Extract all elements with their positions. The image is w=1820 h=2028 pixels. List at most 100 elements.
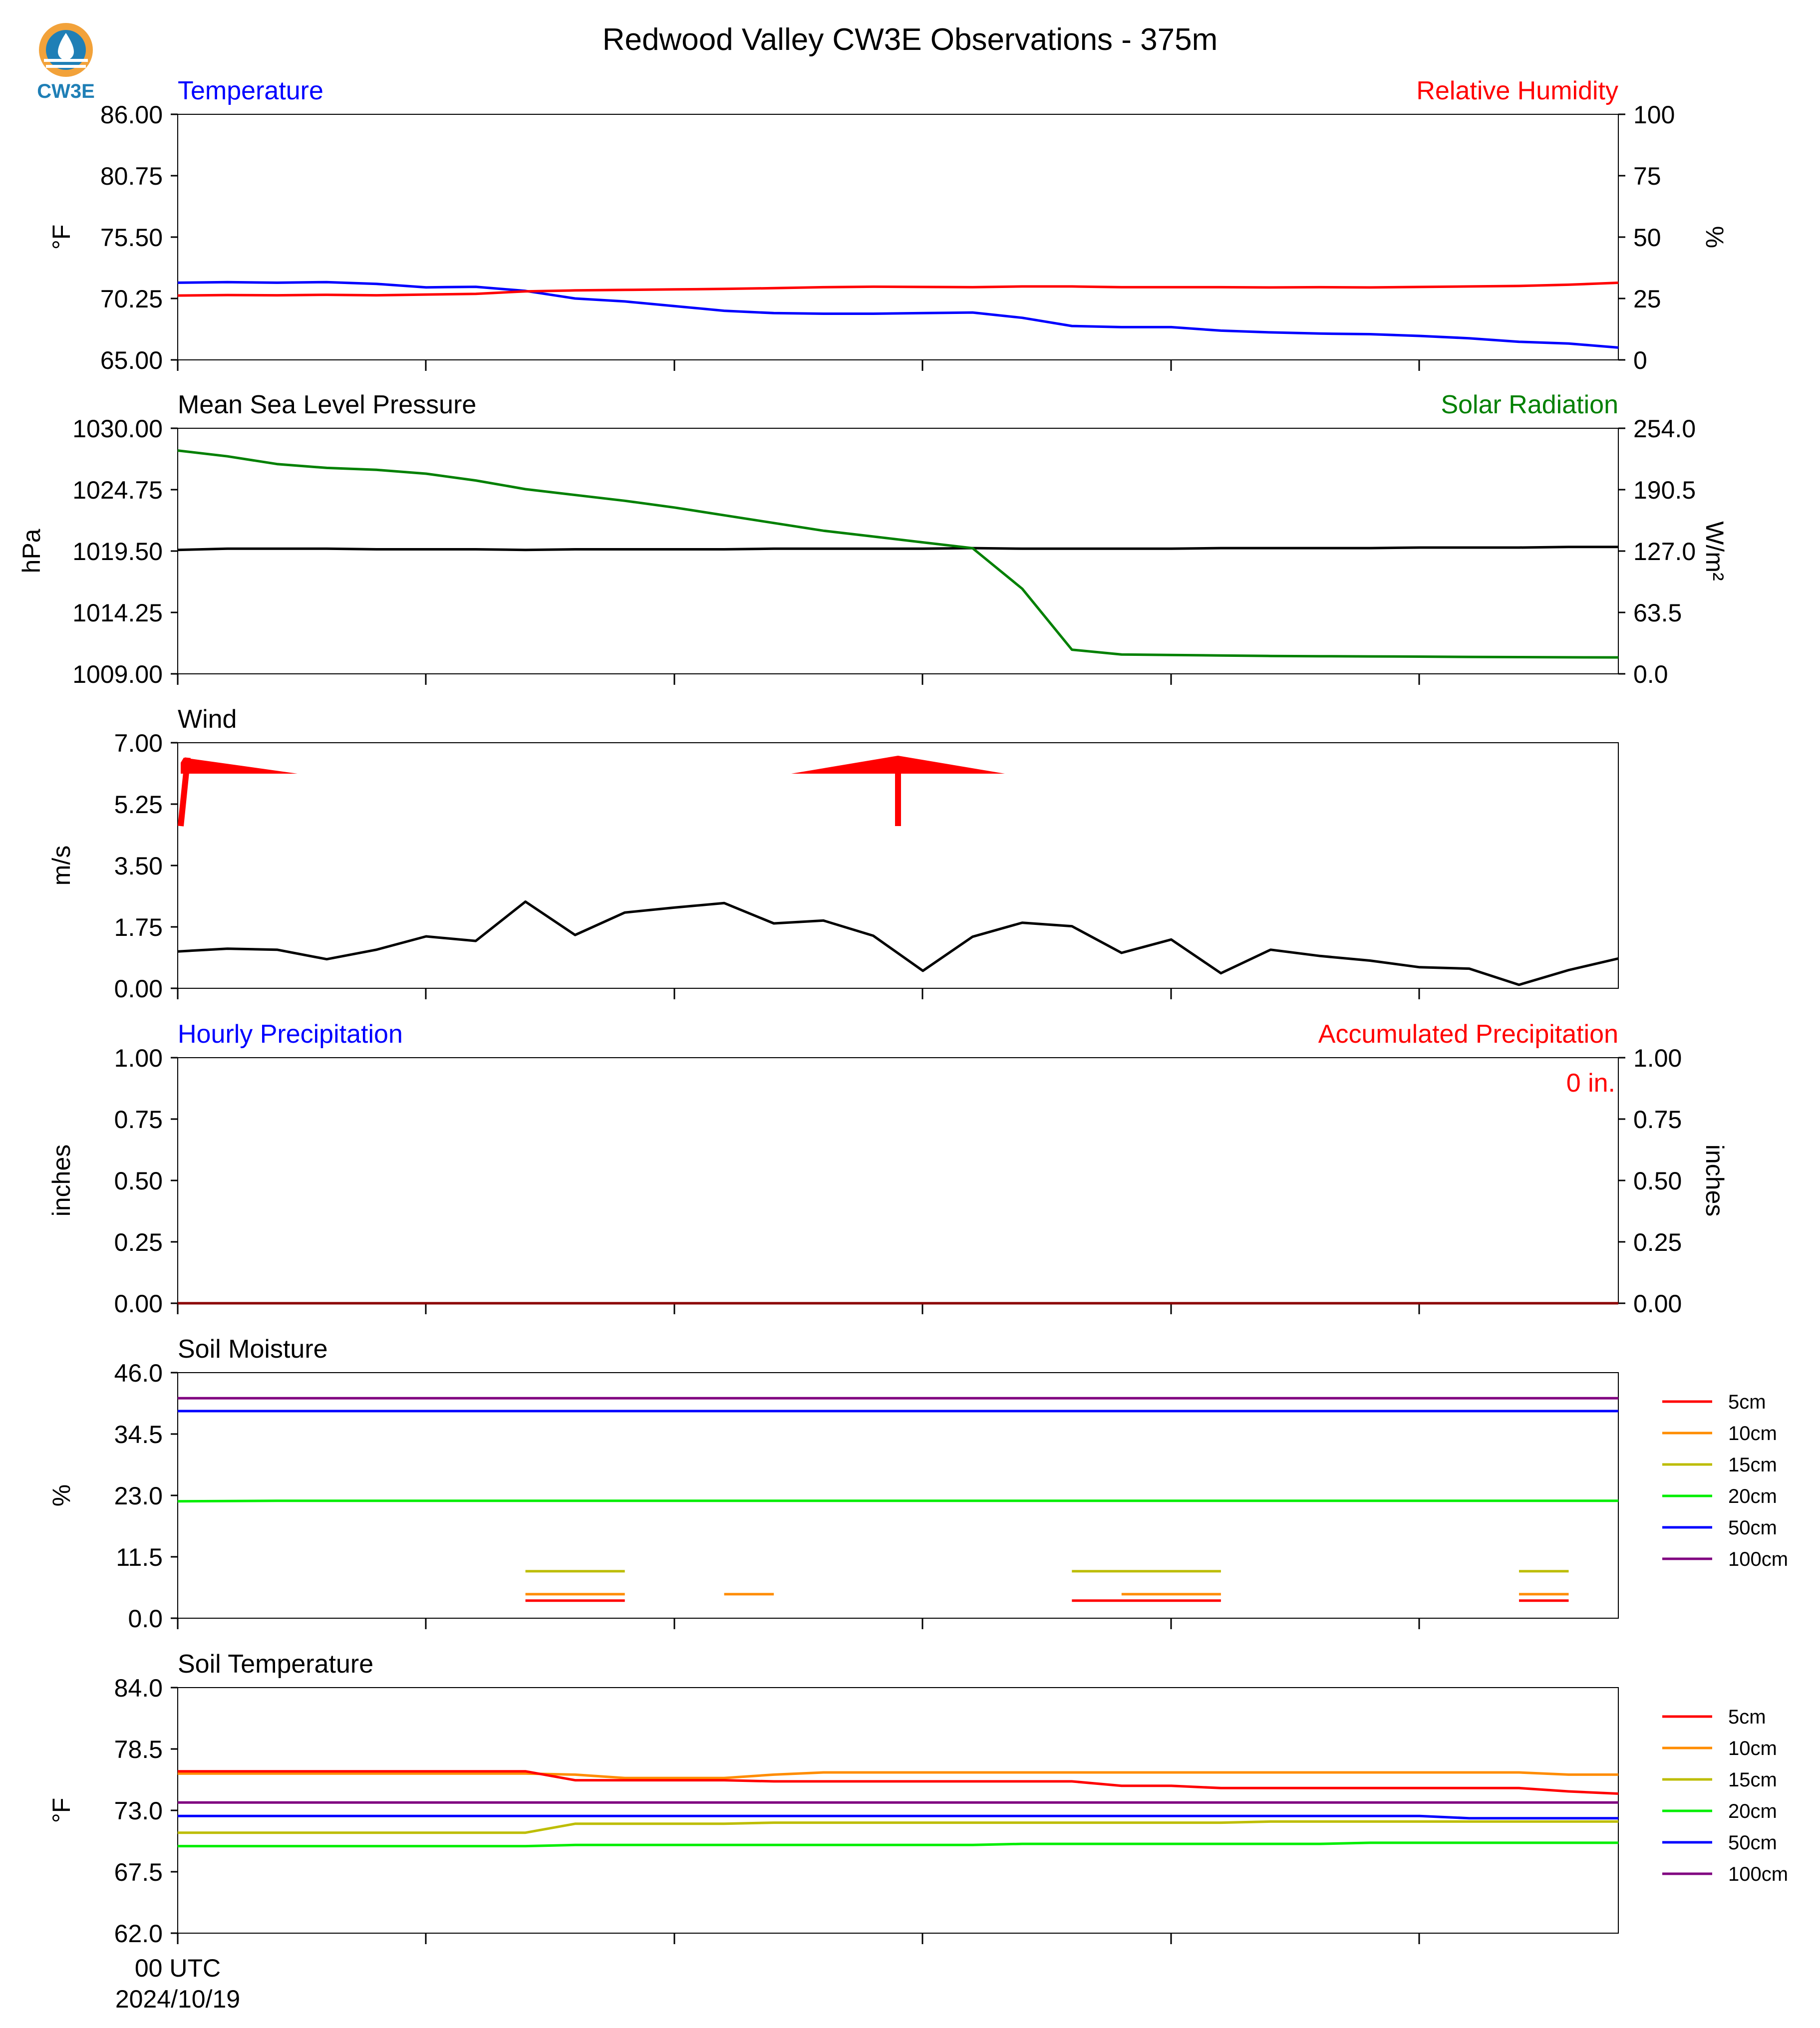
- y-tick-label: 11.5: [116, 1543, 163, 1571]
- y-tick-label: 0.00: [114, 1290, 163, 1318]
- series-line-left: [177, 546, 1618, 552]
- panel-left-title: Hourly Precipitation: [178, 1020, 403, 1049]
- y-axis-label: °F: [47, 225, 75, 250]
- series-line-15cm: [178, 1820, 1618, 1834]
- y-tick-label: 46.0: [114, 1359, 163, 1387]
- panel-soil-temperature: 84.0 78.5 73.0 67.5 62.0 Soil Temperature °F 5c…: [47, 1650, 1788, 1948]
- y-right-tick-label: 0.0: [1633, 660, 1668, 688]
- panel-pressure-solar: 1030.00 1024.75 1019.50 1014.25 1009.00 254.0…: [17, 390, 1729, 688]
- legend-label: 5cm: [1728, 1706, 1766, 1728]
- y-right-tick-label: 0.25: [1633, 1228, 1682, 1256]
- legend-label: 20cm: [1728, 1800, 1777, 1822]
- y-axis-label-right: %: [1701, 226, 1729, 248]
- panel-left-title: Wind: [178, 705, 237, 734]
- series-line-5cm: [178, 1770, 1619, 1795]
- y-right-tick-label: 0.00: [1633, 1290, 1682, 1318]
- legend-label: 50cm: [1728, 1517, 1777, 1539]
- panel-wind: 7.00 5.25 3.50 1.75 0.00 Wind m/s: [47, 705, 1619, 1003]
- y-right-tick-label: 1.00: [1633, 1044, 1682, 1072]
- panel-right-title: Solar Radiation: [1441, 390, 1618, 419]
- accumulated-value-label: 0 in.: [1566, 1069, 1615, 1098]
- y-tick-label: 1014.25: [72, 599, 163, 627]
- figure-title: Redwood Valley CW3E Observations - 375m: [603, 22, 1218, 57]
- panel-right-title: Accumulated Precipitation: [1318, 1020, 1618, 1049]
- y-tick-label: 1.00: [114, 1044, 163, 1072]
- legend-label: 10cm: [1728, 1423, 1777, 1445]
- y-right-tick-label: 50: [1633, 224, 1661, 252]
- legend: 5cm 10cm 15cm 20cm 50cm 100cm: [1662, 1391, 1788, 1570]
- series-line-right: [177, 449, 1619, 659]
- series-line-20cm: [178, 1841, 1618, 1848]
- y-tick-label: 75.50: [100, 224, 163, 252]
- y-tick-label: 7.00: [114, 729, 163, 757]
- logo-wave-2: [46, 65, 86, 68]
- panel-left-title: Mean Sea Level Pressure: [178, 390, 476, 419]
- y-tick-label: 84.0: [114, 1674, 163, 1702]
- legend-label: 50cm: [1728, 1832, 1777, 1854]
- logo-wave-1: [44, 59, 88, 62]
- y-tick-label: 62.0: [114, 1920, 163, 1948]
- y-tick-label: 34.5: [114, 1421, 163, 1449]
- y-axis-label: hPa: [17, 529, 45, 573]
- legend: 5cm 10cm 15cm 20cm 50cm 100cm: [1662, 1706, 1788, 1885]
- legend-label: 100cm: [1728, 1548, 1788, 1570]
- y-tick-label: 67.5: [114, 1858, 163, 1886]
- y-tick-label: 1030.00: [72, 415, 163, 443]
- logo-text: CW3E: [37, 80, 95, 102]
- legend-label: 100cm: [1728, 1863, 1788, 1885]
- wind-barb-pennant: [181, 758, 298, 774]
- y-right-tick-label: 127.0: [1633, 538, 1696, 566]
- y-tick-label: 73.0: [114, 1797, 163, 1825]
- y-right-tick-label: 254.0: [1633, 415, 1696, 443]
- y-right-tick-label: 0.75: [1633, 1106, 1682, 1134]
- y-right-tick-label: 75: [1633, 162, 1661, 190]
- panel-precipitation: 1.00 0.75 0.50 0.25 0.00 1.00 0.75 0.50 0.25 0.00…: [47, 1020, 1729, 1318]
- wind-barb-pennant: [791, 756, 1005, 774]
- wind-barb: [178, 757, 298, 827]
- y-tick-label: 1009.00: [72, 660, 163, 688]
- wind-barb: [791, 756, 1005, 826]
- y-tick-label: 0.50: [114, 1167, 163, 1195]
- y-tick-label: 65.00: [100, 346, 163, 374]
- y-axis-label: °F: [47, 1798, 75, 1823]
- y-tick-label: 1024.75: [72, 476, 163, 504]
- logo-drop-icon: [58, 33, 74, 60]
- legend-label: 15cm: [1728, 1454, 1777, 1476]
- legend-label: 20cm: [1728, 1485, 1777, 1507]
- y-tick-label: 78.5: [114, 1736, 163, 1763]
- legend-label: 10cm: [1728, 1738, 1777, 1759]
- panel-soil-moisture: 46.0 34.5 23.0 11.5 0.0 Soil Moisture% 5cm 10cm…: [47, 1335, 1788, 1633]
- cw3e-logo: CW3E: [37, 23, 95, 102]
- y-tick-label: 3.50: [114, 852, 163, 880]
- y-tick-label: 1019.50: [72, 538, 163, 566]
- series-line-10cm: [178, 1771, 1618, 1779]
- y-tick-label: 86.00: [100, 101, 163, 129]
- y-tick-label: 0.25: [114, 1228, 163, 1256]
- x-tick-label-line1: 00 UTC: [135, 1954, 221, 1982]
- y-axis-label: inches: [47, 1145, 75, 1217]
- y-right-tick-label: 63.5: [1633, 599, 1682, 627]
- y-tick-label: 0.0: [128, 1605, 163, 1633]
- series-line-right: [177, 282, 1619, 297]
- y-axis-label: %: [47, 1484, 75, 1506]
- y-right-tick-label: 0.50: [1633, 1167, 1682, 1195]
- y-right-tick-label: 0: [1633, 346, 1647, 374]
- panel-temperature-humidity: 86.00 80.75 75.50 70.25 65.00 100 75 50 25 0 Tempe…: [47, 76, 1729, 374]
- y-axis-label-right: W/m²: [1701, 521, 1729, 580]
- y-tick-label: 0.00: [114, 975, 163, 1003]
- legend-label: 15cm: [1728, 1769, 1777, 1791]
- y-axis-label-right: inches: [1701, 1145, 1729, 1217]
- panel-left-title: Soil Temperature: [178, 1650, 373, 1679]
- y-tick-label: 1.75: [114, 913, 163, 941]
- y-axis-label: m/s: [47, 846, 75, 886]
- y-tick-label: 70.25: [100, 285, 163, 313]
- y-tick-label: 23.0: [114, 1482, 163, 1510]
- panel-left-title: Temperature: [178, 76, 323, 105]
- panel-left-title: Soil Moisture: [178, 1335, 328, 1364]
- y-right-tick-label: 25: [1633, 285, 1661, 313]
- x-tick-label-line2: 2024/10/19: [115, 1985, 240, 2013]
- series-line-left: [177, 281, 1619, 349]
- y-tick-label: 5.25: [114, 791, 163, 819]
- y-right-tick-label: 100: [1633, 101, 1675, 129]
